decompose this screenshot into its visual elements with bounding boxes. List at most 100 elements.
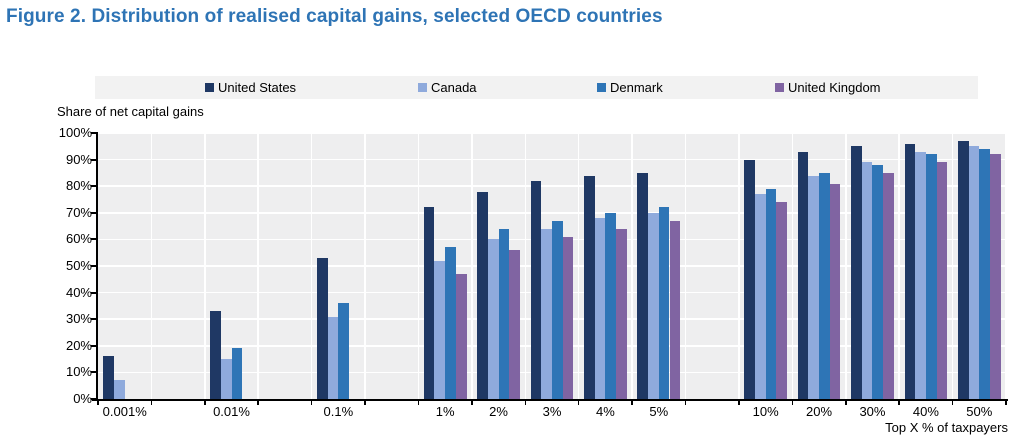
x-axis-tick bbox=[577, 401, 580, 405]
gridline-vertical bbox=[471, 133, 473, 399]
bar-canada-0.1% bbox=[327, 316, 339, 399]
bar-denmark-3% bbox=[552, 220, 563, 399]
x-tick-label: 50% bbox=[966, 404, 993, 419]
x-tick-label: 4% bbox=[596, 404, 615, 419]
x-axis-tick bbox=[631, 401, 633, 405]
y-axis-tick bbox=[91, 238, 96, 241]
x-axis-tick bbox=[791, 401, 794, 405]
legend-label: United Kingdom bbox=[788, 80, 881, 95]
bar-united-states-20% bbox=[797, 151, 809, 399]
chart-legend: United States Canada Denmark United Kingdom bbox=[95, 76, 978, 99]
figure-title: Figure 2. Distribution of realised capit… bbox=[6, 6, 663, 27]
bar-united-states-40% bbox=[904, 143, 916, 399]
gridline-vertical bbox=[310, 133, 313, 399]
bar-denmark-30% bbox=[872, 164, 884, 399]
bar-united-states-10% bbox=[744, 159, 755, 399]
x-tick-label: 30% bbox=[859, 404, 886, 419]
gridline-vertical bbox=[364, 133, 366, 399]
x-axis-tick bbox=[684, 401, 687, 405]
x-axis-title: Top X % of taxpayers bbox=[885, 420, 1008, 435]
bar-denmark-20% bbox=[819, 172, 830, 399]
x-axis-tick bbox=[471, 401, 473, 405]
gridline-vertical bbox=[150, 133, 153, 399]
bar-denmark-40% bbox=[925, 154, 937, 399]
gridline-horizontal bbox=[98, 132, 1006, 134]
bar-denmark-4% bbox=[605, 212, 617, 399]
x-axis-tick bbox=[845, 401, 847, 405]
bar-united-kingdom-5% bbox=[669, 220, 681, 399]
x-tick-label: 0.01% bbox=[213, 404, 250, 419]
bar-canada-4% bbox=[594, 218, 606, 399]
x-axis-tick bbox=[364, 401, 366, 405]
x-axis-tick bbox=[951, 401, 954, 405]
x-axis-tick bbox=[738, 401, 740, 405]
gridline-vertical bbox=[951, 133, 954, 399]
bar-united-states-3% bbox=[530, 180, 542, 399]
legend-item-united-kingdom: United Kingdom bbox=[775, 76, 881, 99]
legend-swatch bbox=[775, 83, 784, 92]
y-axis-tick bbox=[91, 211, 96, 214]
bar-canada-50% bbox=[968, 146, 980, 399]
gridline-vertical bbox=[845, 133, 847, 399]
gridline-horizontal bbox=[98, 185, 1006, 187]
bar-canada-0.01% bbox=[220, 359, 232, 399]
y-tick-label: 80% bbox=[65, 178, 92, 194]
bar-united-kingdom-50% bbox=[989, 154, 1001, 399]
bar-canada-20% bbox=[808, 175, 820, 399]
y-tick-label: 60% bbox=[65, 231, 92, 247]
bar-canada-3% bbox=[541, 228, 552, 399]
gridline-vertical bbox=[257, 133, 259, 399]
gridline-vertical bbox=[791, 133, 794, 399]
y-tick-label: 50% bbox=[65, 258, 92, 273]
x-tick-label: 40% bbox=[912, 404, 939, 419]
gridline-vertical bbox=[738, 133, 740, 399]
gridline-vertical bbox=[577, 133, 580, 399]
legend-label: Canada bbox=[431, 80, 477, 95]
legend-swatch bbox=[205, 83, 214, 92]
gridline-horizontal bbox=[98, 158, 1006, 161]
x-axis-tick bbox=[150, 401, 153, 405]
x-axis-tick bbox=[417, 401, 420, 405]
x-tick-label: 0.001% bbox=[102, 404, 147, 419]
bar-united-states-0.01% bbox=[210, 311, 221, 399]
y-axis-tick bbox=[91, 318, 96, 321]
x-axis-line bbox=[92, 399, 1008, 401]
y-tick-label: 40% bbox=[65, 284, 92, 300]
y-tick-label: 10% bbox=[65, 364, 92, 380]
bar-canada-5% bbox=[648, 212, 659, 399]
bar-denmark-0.1% bbox=[338, 303, 350, 399]
y-axis-tick bbox=[91, 291, 96, 294]
bar-canada-0.001% bbox=[114, 380, 125, 399]
bar-united-states-0.1% bbox=[316, 258, 328, 399]
legend-label: Denmark bbox=[610, 80, 663, 95]
y-axis-tick bbox=[91, 185, 96, 188]
y-axis-tick bbox=[91, 398, 96, 400]
y-tick-label: 20% bbox=[65, 337, 92, 353]
bar-denmark-0.01% bbox=[231, 348, 243, 399]
y-tick-label: 90% bbox=[65, 151, 92, 167]
gridline-vertical bbox=[684, 133, 687, 399]
y-axis-tick bbox=[91, 158, 96, 161]
x-tick-label: 0.1% bbox=[323, 404, 354, 419]
legend-item-canada: Canada bbox=[418, 76, 477, 99]
bar-canada-2% bbox=[487, 239, 499, 399]
bar-united-states-5% bbox=[637, 172, 649, 399]
legend-swatch bbox=[418, 83, 427, 92]
x-tick-label: 20% bbox=[806, 404, 833, 419]
bar-united-states-0.001% bbox=[103, 356, 114, 399]
bar-united-kingdom-10% bbox=[776, 202, 787, 399]
bar-denmark-50% bbox=[979, 148, 990, 399]
bar-denmark-5% bbox=[658, 207, 670, 399]
y-tick-label: 30% bbox=[65, 311, 92, 327]
x-tick-label: 1% bbox=[435, 404, 455, 419]
bar-canada-40% bbox=[915, 151, 926, 399]
legend-item-denmark: Denmark bbox=[597, 76, 663, 99]
legend-label: United States bbox=[218, 80, 297, 95]
x-tick-label: 3% bbox=[542, 404, 562, 419]
y-tick-label: 100% bbox=[58, 125, 92, 140]
y-axis-tick bbox=[91, 265, 96, 267]
bar-united-kingdom-2% bbox=[509, 250, 520, 399]
gridline-vertical bbox=[631, 133, 633, 399]
y-axis-title: Share of net capital gains bbox=[57, 104, 204, 119]
x-axis-tick bbox=[310, 401, 313, 405]
